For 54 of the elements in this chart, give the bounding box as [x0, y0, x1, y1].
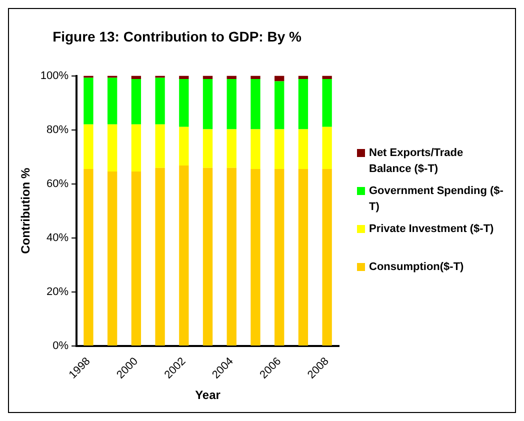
x-axis-title: Year: [195, 388, 221, 402]
bar: [84, 124, 94, 170]
bar: [155, 168, 165, 346]
bar: [202, 76, 213, 80]
bar: [274, 169, 284, 346]
y-tick-label: 60%: [46, 178, 69, 190]
legend-label: Net Exports/Trade Balance ($-T): [369, 146, 464, 177]
legend-label: Consumption($-T): [369, 260, 464, 275]
bar: [322, 126, 332, 170]
bar: [107, 171, 118, 346]
bar: [131, 171, 142, 346]
bar: [84, 78, 94, 124]
bar: [226, 76, 236, 80]
bar: [274, 81, 284, 130]
bar: [250, 129, 260, 170]
legend-label: Private Investment ($-T): [369, 222, 494, 237]
y-axis-title: Contribution %: [18, 168, 33, 254]
bar: [202, 168, 213, 346]
bar: [179, 79, 189, 127]
legend-label: Government Spending ($-T): [369, 184, 504, 215]
y-tick-label: 20%: [46, 286, 69, 298]
bar: [322, 79, 332, 127]
bar: [250, 76, 260, 80]
bar: [322, 76, 332, 80]
bar: [298, 169, 308, 346]
bar: [226, 79, 236, 130]
bar: [131, 79, 142, 124]
bar: [274, 129, 284, 170]
bar: [202, 129, 213, 168]
bar: [179, 126, 189, 166]
bar: [107, 78, 118, 124]
y-tick-label: 80%: [46, 124, 69, 136]
y-tick-label: 100%: [40, 70, 69, 82]
y-tick-label: 0%: [52, 340, 69, 352]
bar: [179, 76, 189, 80]
bar: [226, 168, 236, 346]
bar: [155, 78, 165, 124]
bar: [274, 76, 284, 82]
bar: [298, 79, 308, 130]
chart-title: Figure 13: Contribution to GDP: By %: [52, 28, 302, 44]
bar: [131, 76, 142, 80]
bar: [298, 129, 308, 170]
bar: [179, 165, 189, 346]
bar: [202, 79, 213, 130]
y-tick-label: 40%: [46, 232, 69, 244]
bar: [131, 124, 142, 172]
bar: [298, 76, 308, 80]
bar: [155, 124, 165, 168]
bar: [84, 169, 94, 346]
bar: [250, 79, 260, 130]
bar: [322, 169, 332, 346]
bar: [107, 124, 118, 172]
bar: [250, 169, 260, 346]
bar: [226, 129, 236, 168]
